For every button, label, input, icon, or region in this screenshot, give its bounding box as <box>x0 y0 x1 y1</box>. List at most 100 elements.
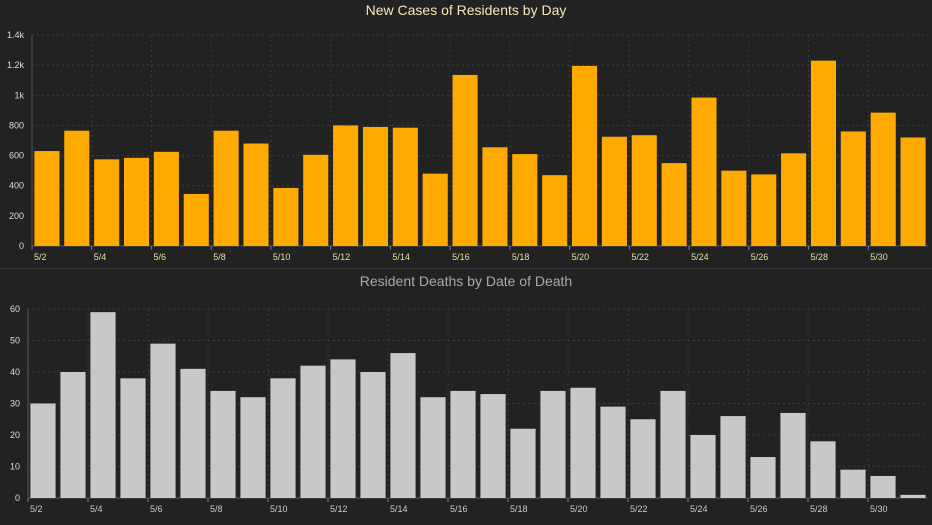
cases-xtick-label: 5/18 <box>512 252 530 262</box>
deaths-bar <box>270 378 296 498</box>
cases-xtick-label: 5/26 <box>751 252 769 262</box>
cases-bar <box>153 151 179 246</box>
cases-xtick-label: 5/8 <box>213 252 226 262</box>
cases-bar <box>64 130 90 246</box>
deaths-chart-title: Resident Deaths by Date of Death <box>359 273 573 289</box>
deaths-ytick-label: 50 <box>10 336 20 346</box>
deaths-ytick-label: 40 <box>10 367 20 377</box>
deaths-bar <box>90 312 116 498</box>
cases-bar <box>751 174 777 246</box>
deaths-bar <box>870 475 896 498</box>
cases-xtick-label: 5/6 <box>153 252 166 262</box>
cases-bar <box>452 74 478 246</box>
cases-ytick-label: 800 <box>9 120 24 130</box>
deaths-bar <box>330 359 356 498</box>
cases-xtick-label: 5/30 <box>870 252 888 262</box>
cases-xtick-label: 5/14 <box>392 252 410 262</box>
cases-bar <box>273 187 299 246</box>
deaths-bar <box>780 412 806 498</box>
cases-chart-svg: 0 200 400 600 800 1k 1.2k 1.4k 5/2 5/4 5/6 5/8 5/10 5… <box>7 30 928 262</box>
cases-chart-title: New Cases of Residents by Day <box>365 2 567 18</box>
cases-bar <box>243 143 269 246</box>
cases-xtick-label: 5/10 <box>273 252 291 262</box>
cases-ytick-label: 200 <box>9 211 24 221</box>
deaths-bar <box>570 387 596 498</box>
deaths-xtick-label: 5/12 <box>330 504 348 514</box>
cases-bar <box>840 131 866 246</box>
cases-xtick-label: 5/16 <box>452 252 470 262</box>
cases-xtick-label: 5/22 <box>631 252 649 262</box>
cases-bar <box>870 112 896 246</box>
deaths-chart-panel: Resident Deaths by Date of Death 0 10 20 30… <box>0 268 932 524</box>
deaths-xtick-label: 5/6 <box>150 504 163 514</box>
cases-ytick-label: 0 <box>19 241 24 251</box>
cases-bar <box>333 125 359 246</box>
deaths-ytick-label: 10 <box>10 462 20 472</box>
deaths-xtick-label: 5/26 <box>750 504 768 514</box>
cases-bar <box>183 194 209 246</box>
cases-ytick-label: 600 <box>9 151 24 161</box>
deaths-xtick-label: 5/10 <box>270 504 288 514</box>
cases-bar <box>810 60 837 246</box>
deaths-xtick-label: 5/2 <box>30 504 43 514</box>
cases-bar <box>34 151 60 246</box>
deaths-bar <box>600 406 626 498</box>
deaths-bar <box>450 390 476 498</box>
deaths-bar <box>540 390 566 498</box>
cases-xtick-label: 5/20 <box>572 252 590 262</box>
deaths-bar <box>120 378 146 498</box>
deaths-bar <box>630 419 656 498</box>
deaths-xtick-label: 5/20 <box>570 504 588 514</box>
deaths-xtick-label: 5/18 <box>510 504 528 514</box>
cases-chart-panel: New Cases of Residents by Day 0 200 400 600… <box>7 2 928 262</box>
cases-bar <box>303 154 329 246</box>
cases-bar <box>721 170 747 246</box>
cases-bar <box>512 154 538 246</box>
deaths-bar <box>510 428 536 498</box>
cases-bar <box>123 157 150 246</box>
deaths-bar <box>690 435 716 498</box>
deaths-ytick-label: 60 <box>10 304 20 314</box>
cases-bar <box>392 127 418 246</box>
cases-bar <box>571 65 598 247</box>
cases-ytick-label: 1.4k <box>7 30 25 40</box>
deaths-bar <box>840 469 866 498</box>
cases-bar <box>781 153 807 246</box>
cases-bar <box>900 137 926 246</box>
deaths-bar <box>660 390 686 498</box>
cases-bar <box>542 175 568 246</box>
deaths-xtick-label: 5/24 <box>690 504 708 514</box>
deaths-bar <box>300 365 326 498</box>
deaths-xtick-label: 5/8 <box>210 504 223 514</box>
deaths-xtick-label: 5/4 <box>90 504 103 514</box>
cases-bar <box>482 147 508 246</box>
cases-bar <box>691 97 717 247</box>
deaths-xtick-label: 5/16 <box>450 504 468 514</box>
cases-ytick-label: 1k <box>14 90 24 100</box>
deaths-bar <box>390 353 416 498</box>
deaths-ytick-label: 20 <box>10 430 20 440</box>
cases-xtick-label: 5/24 <box>691 252 709 262</box>
cases-bar <box>661 163 687 246</box>
cases-bar <box>362 126 389 246</box>
deaths-bar <box>480 394 506 498</box>
deaths-bar <box>420 397 446 498</box>
deaths-xtick-label: 5/28 <box>810 504 828 514</box>
deaths-bar <box>210 390 236 498</box>
deaths-bar <box>30 403 56 498</box>
deaths-bar <box>810 441 836 498</box>
deaths-xtick-label: 5/14 <box>390 504 408 514</box>
deaths-xtick-label: 5/30 <box>870 504 888 514</box>
deaths-bar <box>900 494 926 498</box>
deaths-bar <box>720 416 746 498</box>
cases-bar <box>631 135 657 246</box>
cases-bar <box>422 173 448 246</box>
deaths-ytick-label: 0 <box>15 493 20 503</box>
cases-bar <box>94 159 120 246</box>
cases-bar <box>601 136 627 246</box>
deaths-bar <box>60 372 86 498</box>
cases-xtick-label: 5/12 <box>333 252 351 262</box>
deaths-chart-svg: 0 10 20 30 40 50 60 5/2 5/4 5/6 5/8 5/10 5/12 5/14 5/1… <box>10 304 928 514</box>
cases-xtick-label: 5/4 <box>94 252 107 262</box>
cases-bar <box>213 130 239 246</box>
